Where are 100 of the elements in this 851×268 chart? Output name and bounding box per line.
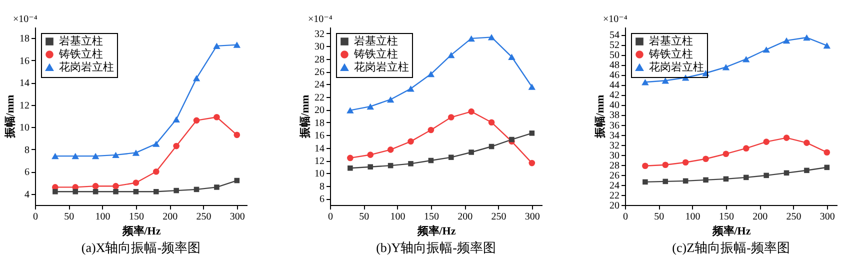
text: (b)Y轴向振幅-频率图 — [376, 240, 496, 255]
point — [408, 138, 414, 145]
y-tick-label: 36 — [610, 120, 620, 132]
y-tick-label: 20 — [610, 200, 620, 212]
y-tick-label: 8 — [320, 181, 324, 192]
point — [113, 189, 118, 194]
legend-label: 花岗岩立柱 — [59, 60, 114, 74]
x-tick-label: 100 — [685, 212, 700, 222]
y-tick-label: 28 — [610, 160, 620, 172]
y-tick-label: 30 — [610, 150, 620, 162]
y-tick-label: 28 — [314, 54, 324, 66]
point — [427, 70, 435, 78]
point — [803, 34, 810, 41]
y-tick-label: 30 — [314, 42, 324, 53]
point — [174, 188, 179, 194]
point — [153, 189, 159, 194]
point — [193, 117, 200, 124]
point — [722, 64, 730, 70]
y-tick-label: 52 — [610, 40, 620, 52]
legend-label: 岩基立柱 — [649, 34, 693, 48]
point — [662, 78, 669, 84]
y-tick-label: 14 — [20, 78, 30, 90]
point — [192, 75, 200, 82]
point — [233, 42, 241, 48]
point — [152, 168, 160, 175]
y-tick-label: 6 — [24, 167, 30, 178]
x-tick-label: 100 — [95, 212, 110, 222]
point — [346, 107, 354, 114]
y-tick-label: 44 — [610, 80, 620, 92]
point — [367, 152, 374, 158]
y-tick-label: 48 — [610, 60, 620, 72]
y-tick-label: 38 — [610, 110, 620, 122]
point — [509, 136, 514, 142]
x-axis-title: 频率/Hz — [121, 224, 161, 238]
x-tick-label: 200 — [458, 212, 473, 222]
point — [133, 189, 139, 194]
y-tick-label: 18 — [20, 34, 30, 45]
legend-label: 花岗岩立柱 — [354, 60, 409, 74]
point — [722, 150, 730, 158]
y-tick-label: 40 — [610, 100, 620, 112]
point — [152, 140, 160, 147]
y-axis-title: 振幅/mm — [594, 94, 606, 140]
point — [824, 149, 830, 156]
point — [132, 180, 140, 186]
legend-label: 铸铁立柱 — [353, 48, 398, 60]
point — [173, 142, 180, 150]
point — [408, 161, 414, 166]
point — [468, 35, 475, 42]
y-tick-label: 10 — [20, 122, 30, 134]
point — [642, 79, 649, 86]
point — [112, 182, 119, 190]
y-tick-label: 32 — [314, 28, 324, 40]
point — [387, 146, 394, 153]
legend-label: 铸铁立柱 — [648, 48, 693, 60]
y-tick-label: 26 — [314, 67, 324, 78]
y-tick-label: 22 — [314, 92, 324, 104]
text: ×10⁻⁴ — [603, 14, 628, 25]
text: (a)X轴向振幅-频率图 — [81, 240, 201, 255]
x-tick-label: 300 — [820, 212, 835, 222]
point — [824, 164, 830, 170]
y-tick-label: 54 — [610, 30, 620, 42]
point — [172, 116, 180, 122]
point — [642, 162, 648, 170]
x-tick-label: 150 — [424, 212, 439, 222]
point — [702, 156, 709, 162]
point — [213, 42, 220, 50]
y-tick-label: 20 — [314, 105, 324, 116]
x-axis-title: 频率/Hz — [416, 224, 456, 238]
point — [132, 150, 140, 156]
y-tick-label: 4 — [24, 189, 30, 200]
y-tick-label: 16 — [20, 56, 30, 67]
point — [742, 56, 750, 62]
point — [529, 130, 535, 136]
x-tick-label: 250 — [786, 212, 802, 222]
point — [234, 132, 240, 138]
point — [762, 46, 770, 53]
x-tick-label: 0 — [623, 212, 628, 222]
x-tick-label: 200 — [162, 212, 178, 222]
point — [804, 168, 810, 174]
point — [468, 150, 474, 155]
point — [764, 172, 769, 178]
y-tick-label: 24 — [314, 80, 324, 91]
point — [72, 152, 79, 160]
legend-label: 岩基立柱 — [59, 34, 103, 48]
point — [804, 140, 810, 146]
y-tick-label: 46 — [610, 70, 620, 82]
point — [214, 114, 220, 120]
x-tick-label: 250 — [196, 212, 212, 222]
point — [92, 152, 100, 160]
point — [743, 174, 749, 180]
x-tick-label: 0 — [33, 212, 38, 222]
point — [703, 177, 708, 183]
x-axis-title: 频率/Hz — [711, 224, 751, 238]
point — [508, 54, 516, 60]
text: (c)Z轴向振幅-频率图 — [672, 240, 790, 255]
point — [488, 119, 495, 126]
point — [52, 189, 58, 194]
y-tick-label: 8 — [24, 144, 30, 156]
legend-label: 花岗岩立柱 — [649, 60, 704, 74]
point — [52, 152, 59, 160]
